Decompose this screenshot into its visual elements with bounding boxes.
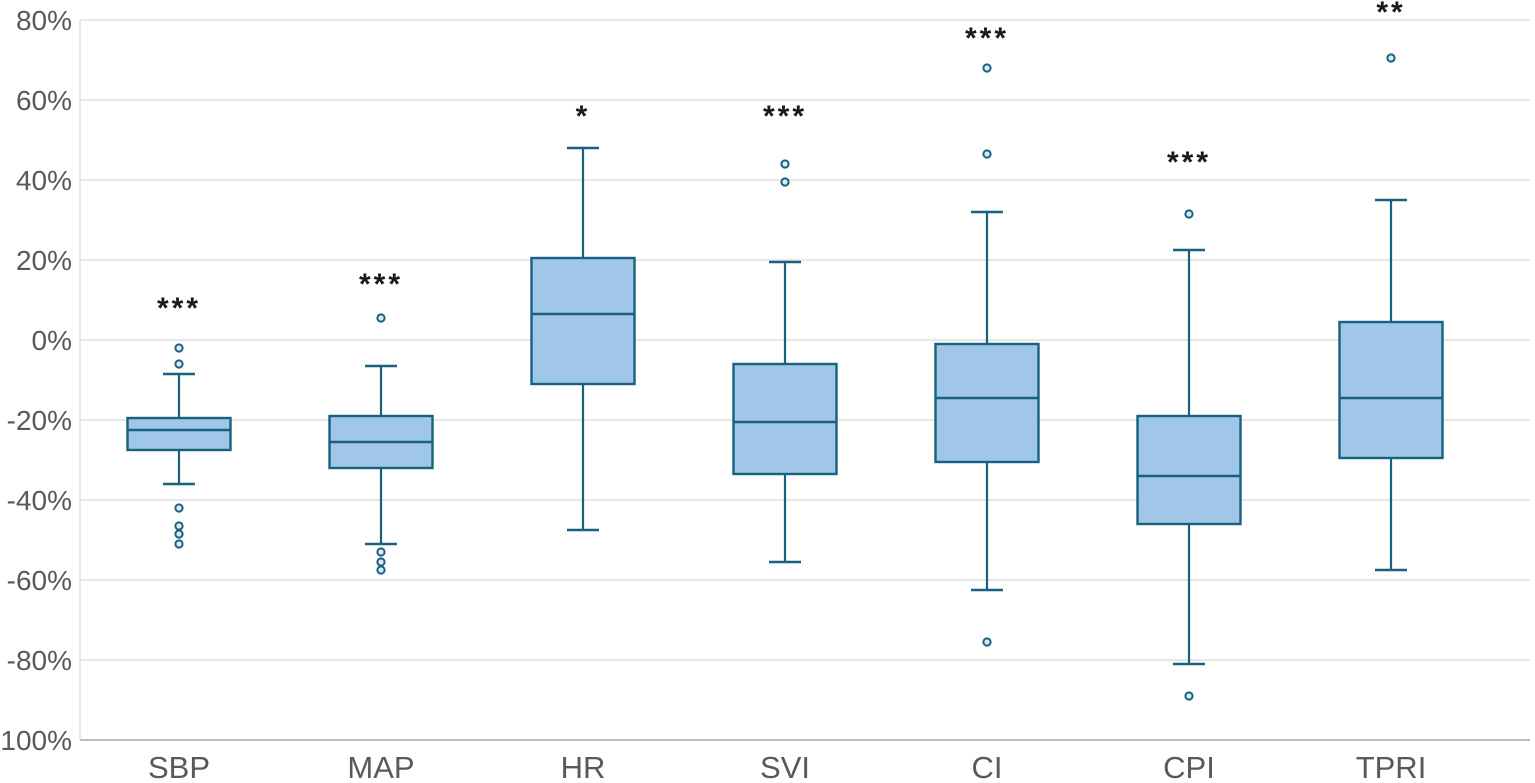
outlier-SBP (174, 343, 184, 353)
y-tick-label: -100% (0, 725, 72, 756)
x-category-label-SBP: SBP (148, 750, 210, 783)
x-category-label-SVI: SVI (760, 750, 810, 783)
outlier-SBP (174, 539, 184, 549)
y-tick-label: -80% (7, 645, 72, 676)
outlier-SBP (174, 521, 184, 531)
significance-MAP: *** (359, 268, 403, 301)
outlier-MAP (376, 565, 386, 575)
outlier-CI (982, 149, 992, 159)
x-category-label-CI: CI (972, 750, 1003, 783)
significance-TPRI: ** (1376, 0, 1405, 29)
outlier-MAP (376, 557, 386, 567)
outlier-MAP (376, 313, 386, 323)
y-tick-label: 0% (32, 325, 72, 356)
outlier-MAP (376, 547, 386, 557)
y-tick-label: -40% (7, 485, 72, 516)
x-category-label-TPRI: TPRI (1356, 750, 1427, 783)
outlier-SVI (780, 177, 790, 187)
x-category-label-MAP: MAP (347, 750, 414, 783)
y-tick-label: 40% (16, 165, 72, 196)
y-tick-label: 80% (16, 5, 72, 36)
significance-CPI: *** (1167, 146, 1211, 179)
outlier-SBP (174, 359, 184, 369)
outlier-CPI (1184, 691, 1194, 701)
box-SVI (732, 362, 838, 476)
outlier-CI (982, 63, 992, 73)
outlier-CI (982, 637, 992, 647)
box-HR (530, 256, 636, 386)
outlier-TPRI (1386, 53, 1396, 63)
significance-HR: * (576, 100, 591, 133)
outlier-SVI (780, 159, 790, 169)
box-CPI (1136, 414, 1242, 526)
box-TPRI (1338, 320, 1444, 460)
outlier-SBP (174, 503, 184, 513)
y-tick-label: -20% (7, 405, 72, 436)
significance-SBP: *** (157, 292, 201, 325)
significance-CI: *** (965, 22, 1009, 55)
box-CI (934, 342, 1040, 464)
y-tick-label: 60% (16, 85, 72, 116)
outlier-CPI (1184, 209, 1194, 219)
y-tick-label: -60% (7, 565, 72, 596)
box-SBP (126, 416, 232, 452)
x-category-label-CPI: CPI (1163, 750, 1215, 783)
x-category-label-HR: HR (561, 750, 606, 783)
outlier-SBP (174, 529, 184, 539)
y-tick-label: 20% (16, 245, 72, 276)
significance-SVI: *** (763, 100, 807, 133)
